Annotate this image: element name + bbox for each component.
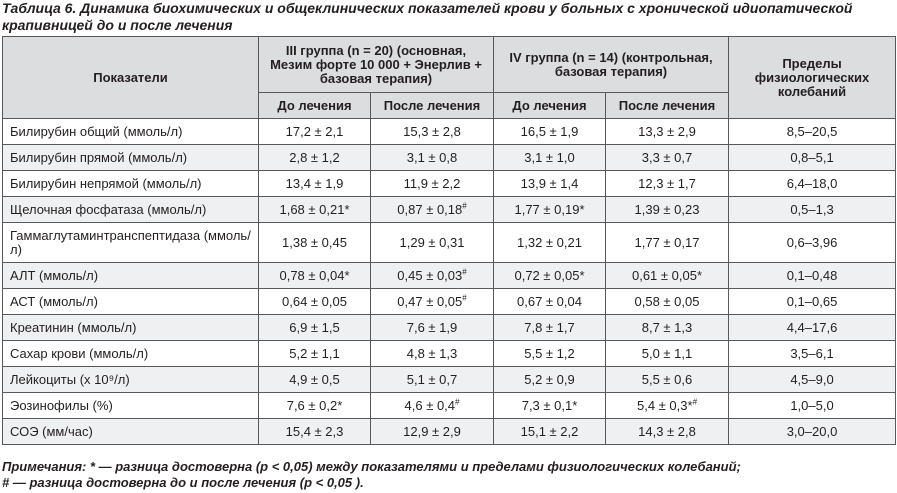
cell-g4-before: 5,2 ± 0,9 [493,366,606,393]
header-indicator: Показатели [2,36,259,119]
note-line-2: # — разница достоверна до и после лечени… [2,475,364,490]
header-g4-after: После лечения [604,92,730,119]
cell-g3-after: 12,9 ± 2,9 [370,418,494,445]
cell-g4-before: 15,1 ± 2,2 [493,418,606,445]
cell-limits: 0,8–5,1 [728,144,897,171]
row-indicator-name: Креатинин (ммоль/л) [2,314,259,341]
cell-g4-before: 1,77 ± 0,19* [493,196,606,223]
cell-g3-after: 3,1 ± 0,8 [370,144,494,171]
note-line-1: Примечания: * — разница достоверна (р < … [2,459,741,474]
table-row: Билирубин прямой (ммоль/л) 2,8 ± 1,2 3,1 ±… [2,144,897,171]
row-indicator-name: Билирубин общий (ммоль/л) [2,118,259,145]
cell-g4-after: 3,3 ± 0,7 [604,144,730,171]
row-indicator-name: АЛТ (ммоль/л) [2,262,259,289]
header-g4-before: До лечения [493,92,606,119]
cell-g4-before: 0,72 ± 0,05* [493,262,606,289]
table-row: СОЭ (мм/час) 15,4 ± 2,3 12,9 ± 2,9 15,1 ± 2… [2,418,897,445]
header-g3-after: После лечения [370,92,494,119]
cell-g4-after: 5,5 ± 0,6 [604,366,730,393]
row-indicator-name: Билирубин прямой (ммоль/л) [2,144,259,171]
cell-limits: 0,1–0,48 [728,262,897,289]
cell-g3-after: 11,9 ± 2,2 [370,170,494,197]
cell-g3-before: 1,38 ± 0,45 [258,222,371,263]
row-indicator-name: Сахар крови (ммоль/л) [2,340,259,367]
cell-g4-after: 5,0 ± 1,1 [604,340,730,367]
cell-g4-before: 16,5 ± 1,9 [493,118,606,145]
cell-g3-after: 15,3 ± 2,8 [370,118,494,145]
row-indicator-name: АСТ (ммоль/л) [2,288,259,315]
cell-g4-before: 3,1 ± 1,0 [493,144,606,171]
cell-g3-after: 0,47 ± 0,05# [370,288,494,315]
cell-g4-after: 1,39 ± 0,23 [604,196,730,223]
table-notes: Примечания: * — разница достоверна (р < … [2,459,895,491]
cell-g4-after: 8,7 ± 1,3 [604,314,730,341]
cell-limits: 6,4–18,0 [728,170,897,197]
cell-g3-after: 5,1 ± 0,7 [370,366,494,393]
table-row: Сахар крови (ммоль/л) 5,2 ± 1,1 4,8 ± 1,3 5… [2,340,897,367]
cell-g3-before: 15,4 ± 2,3 [258,418,371,445]
row-indicator-name: Щелочная фосфатаза (ммоль/л) [2,196,259,223]
header-group4: IV группа (n = 14) (контрольная, базовая… [492,36,730,93]
cell-g3-after: 0,45 ± 0,03# [370,262,494,289]
table-row: Эозинофилы (%) 7,6 ± 0,2* 4,6 ± 0,4# 7,3 ± … [2,392,897,419]
cell-g3-before: 17,2 ± 2,1 [258,118,371,145]
header-g3-before: До лечения [258,92,371,119]
row-indicator-name: Гаммаглутаминтранспептидаза (ммоль/л) [2,222,259,263]
cell-g3-after: 4,8 ± 1,3 [370,340,494,367]
table-row: АЛТ (ммоль/л) 0,78 ± 0,04* 0,45 ± 0,03# 0,7… [2,262,897,289]
cell-g4-before: 7,3 ± 0,1* [493,392,606,419]
cell-limits: 4,5–9,0 [728,366,897,393]
cell-g3-after: 4,6 ± 0,4# [370,392,494,419]
table-row: Гаммаглутаминтранспептидаза (ммоль/л) 1,3… [2,222,897,263]
cell-g4-after: 0,58 ± 0,05 [604,288,730,315]
cell-limits: 0,5–1,3 [728,196,897,223]
cell-limits: 0,1–0,65 [728,288,897,315]
cell-limits: 3,5–6,1 [728,340,897,367]
table-row: Билирубин непрямой (ммоль/л) 13,4 ± 1,9 11… [2,170,897,197]
cell-g4-after: 0,61 ± 0,05* [604,262,730,289]
table-row: Билирубин общий (ммоль/л) 17,2 ± 2,1 15,3 … [2,118,897,145]
cell-g3-before: 4,9 ± 0,5 [258,366,371,393]
table-row: АСТ (ммоль/л) 0,64 ± 0,05 0,47 ± 0,05# 0,67… [2,288,897,315]
data-table: Показатели III группа (n = 20) (основная… [2,36,897,445]
cell-g4-after: 14,3 ± 2,8 [604,418,730,445]
row-indicator-name: Лейкоциты (x 10⁹/л) [2,366,259,393]
table-row: Лейкоциты (x 10⁹/л) 4,9 ± 0,5 5,1 ± 0,7 5,2… [2,366,897,393]
row-indicator-name: Эозинофилы (%) [2,392,259,419]
header-limits: Пределы физиологических колебаний [728,36,897,119]
cell-g4-before: 13,9 ± 1,4 [493,170,606,197]
cell-limits: 1,0–5,0 [728,392,897,419]
cell-g3-after: 1,29 ± 0,31 [370,222,494,263]
cell-g3-before: 6,9 ± 1,5 [258,314,371,341]
cell-g3-before: 0,64 ± 0,05 [258,288,371,315]
cell-g3-after: 7,6 ± 1,9 [370,314,494,341]
cell-limits: 0,6–3,96 [728,222,897,263]
cell-limits: 4,4–17,6 [728,314,897,341]
cell-g3-before: 5,2 ± 1,1 [258,340,371,367]
cell-g4-before: 0,67 ± 0,04 [493,288,606,315]
cell-g4-before: 7,8 ± 1,7 [493,314,606,341]
cell-limits: 3,0–20,0 [728,418,897,445]
cell-g4-after: 5,4 ± 0,3*# [604,392,730,419]
row-indicator-name: СОЭ (мм/час) [2,418,259,445]
cell-limits: 8,5–20,5 [728,118,897,145]
cell-g4-before: 1,32 ± 0,21 [493,222,606,263]
table-caption: Таблица 6. Динамика биохимических и обще… [2,0,853,33]
cell-g4-before: 5,5 ± 1,2 [493,340,606,367]
table-row: Щелочная фосфатаза (ммоль/л) 1,68 ± 0,21*… [2,196,897,223]
header-group3: III группа (n = 20) (основная, Мезим фор… [258,36,494,93]
cell-g3-after: 0,87 ± 0,18# [370,196,494,223]
cell-g4-after: 12,3 ± 1,7 [604,170,730,197]
row-indicator-name: Билирубин непрямой (ммоль/л) [2,170,259,197]
table-body: Билирубин общий (ммоль/л) 17,2 ± 2,1 15,3 … [2,118,897,445]
cell-g4-after: 1,77 ± 0,17 [604,222,730,263]
cell-g3-before: 13,4 ± 1,9 [258,170,371,197]
cell-g3-before: 0,78 ± 0,04* [258,262,371,289]
table-row: Креатинин (ммоль/л) 6,9 ± 1,5 7,6 ± 1,9 7,8… [2,314,897,341]
cell-g3-before: 7,6 ± 0,2* [258,392,371,419]
cell-g3-before: 2,8 ± 1,2 [258,144,371,171]
cell-g3-before: 1,68 ± 0,21* [258,196,371,223]
cell-g4-after: 13,3 ± 2,9 [604,118,730,145]
